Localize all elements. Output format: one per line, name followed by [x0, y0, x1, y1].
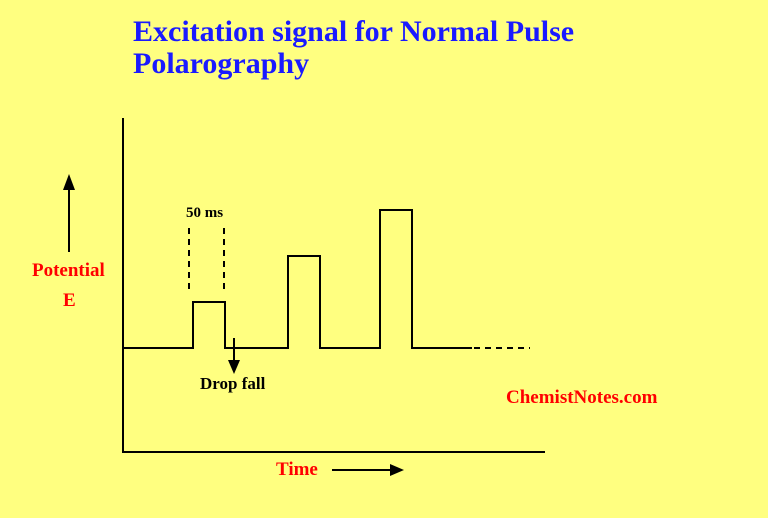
- potential-arrow-head: [63, 174, 75, 190]
- diagram-title: Excitation signal for Normal Pulse Polar…: [133, 15, 575, 80]
- x-axis-label: Time: [276, 459, 318, 480]
- drop-fall-label: Drop fall: [200, 374, 266, 393]
- drop-fall-arrow-head: [228, 360, 240, 374]
- pulse-width-label: 50 ms: [186, 205, 224, 221]
- pulse-signal: [123, 209, 472, 349]
- time-arrow-head: [390, 464, 404, 476]
- y-axis-symbol: E: [63, 290, 76, 311]
- y-axis-label: Potential: [32, 260, 105, 281]
- watermark: ChemistNotes.com: [506, 387, 658, 408]
